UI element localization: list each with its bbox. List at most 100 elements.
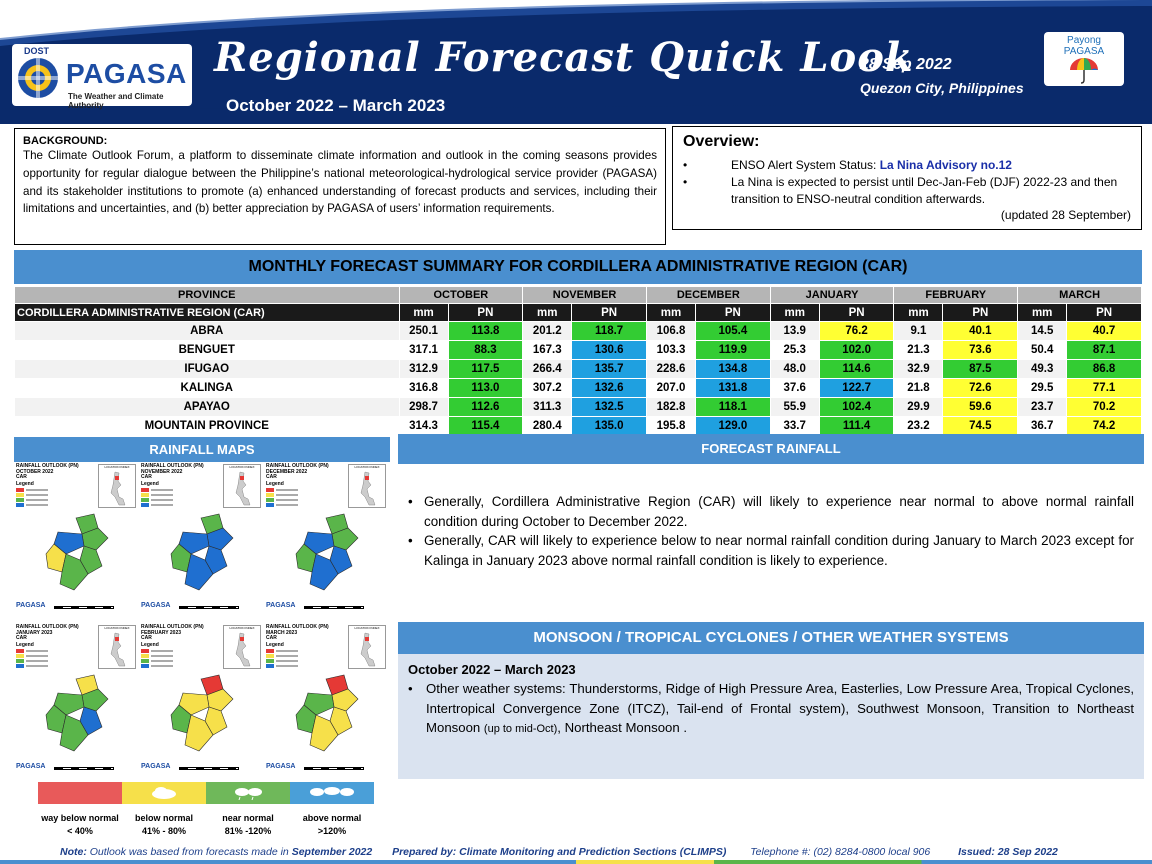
province-shape <box>53 531 85 555</box>
percent-normal-cell: 73.6 <box>942 340 1019 360</box>
mm-header: mm <box>893 303 944 322</box>
province-shape <box>309 553 339 591</box>
percent-normal-cell: 105.4 <box>695 321 771 341</box>
pagasa-tagline: The Weather and Climate Authority <box>68 92 164 110</box>
region-map <box>45 513 109 591</box>
percent-normal-cell: 87.5 <box>942 359 1019 379</box>
percent-normal-cell: 72.6 <box>942 378 1019 398</box>
map-title-outlook: RAINFALL OUTLOOK (PN) <box>16 624 79 630</box>
map-scale-bar <box>54 767 114 770</box>
rainfall-mm-cell: 103.3 <box>645 340 697 360</box>
payong-label: Payong <box>1067 35 1101 46</box>
map-title-region: CAR <box>16 474 27 480</box>
mm-header: mm <box>645 303 697 322</box>
map-legend-entry <box>141 488 173 492</box>
map-pagasa-logo: PAGASA <box>16 602 46 609</box>
rainfall-mm-cell: 307.2 <box>522 378 573 398</box>
rainfall-mm-cell: 29.5 <box>1017 378 1068 398</box>
location-index-label: LOCATION INDEX <box>229 626 255 630</box>
rainfall-mm-cell: 55.9 <box>769 397 820 417</box>
rainfall-map-thumbnail: RAINFALL OUTLOOK (PN) FEBRUARY 2023 CAR Leg… <box>139 623 263 781</box>
lanina-text: La Nina is expected to persist until Dec… <box>731 175 1118 206</box>
percent-normal-cell: 113.0 <box>447 378 524 398</box>
pagasa-logo: DOST PAGASA The Weather and Climate Auth… <box>12 44 192 110</box>
percent-normal-cell: 112.6 <box>447 397 524 417</box>
location-index-label: LOCATION INDEX <box>354 465 380 469</box>
province-shape <box>59 714 89 752</box>
category-label: below normal 41% - 80% <box>118 812 210 838</box>
map-title-outlook: RAINFALL OUTLOOK (PN) <box>16 463 79 469</box>
map-title: RAINFALL OUTLOOK (PN) FEBRUARY 2023 CAR <box>141 624 211 642</box>
table-row: BENGUET 317.1 88.3 167.3 130.6 103.3 119.9 25.3… <box>14 340 1142 360</box>
percent-normal-cell: 130.6 <box>571 340 647 360</box>
rainfall-mm-cell: 33.7 <box>769 416 820 436</box>
category-name: way below normal <box>41 813 119 823</box>
map-title: RAINFALL OUTLOOK (PN) MARCH 2023 CAR <box>266 624 336 642</box>
payong-pagasa-logo: Payong PAGASA <box>1044 32 1124 86</box>
rain-cloud-icon <box>235 788 262 800</box>
percent-normal-cell: 135.7 <box>571 359 647 379</box>
percent-normal-cell: 76.2 <box>818 321 895 341</box>
bullet-icon: • <box>408 533 413 548</box>
percent-normal-cell: 118.1 <box>695 397 771 417</box>
map-legend-entry <box>141 659 173 663</box>
monsoon-systems-text: Other weather systems: Thunderstorms, Ri… <box>426 681 1134 735</box>
province-shape <box>59 553 89 591</box>
map-legend-entry <box>141 498 173 502</box>
province-shape <box>53 692 85 716</box>
province-shape <box>204 545 228 575</box>
map-legend-entry <box>266 659 298 663</box>
rainfall-mm-cell: 29.9 <box>893 397 944 417</box>
map-title-month: DECEMBER 2022 <box>266 468 308 475</box>
location-index-inset: LOCATION INDEX <box>348 625 386 669</box>
percent-normal-cell: 135.0 <box>571 416 647 436</box>
map-legend-entry <box>16 498 48 502</box>
philippines-inset-map <box>235 632 251 667</box>
background-panel: BACKGROUND: The Climate Outlook Forum, a… <box>14 128 666 245</box>
percent-normal-cell: 134.8 <box>695 359 771 379</box>
pn-header: PN <box>942 303 1019 322</box>
map-title-region: CAR <box>16 635 27 641</box>
forecast-table: PROVINCE OCTOBER NOVEMBER DECEMBER JANUARY FE… <box>14 286 1142 436</box>
rainfall-mm-cell: 314.3 <box>398 416 449 436</box>
map-scale-bar <box>179 767 239 770</box>
pn-header: PN <box>447 303 524 322</box>
map-title-outlook: RAINFALL OUTLOOK (PN) <box>141 463 204 469</box>
category-name: below normal <box>134 813 193 823</box>
region-map <box>45 674 109 752</box>
footer: Note: Outlook was based from forecasts m… <box>60 846 1058 858</box>
province-name: MOUNTAIN PROVINCE <box>14 416 400 436</box>
province-name: IFUGAO <box>14 359 400 379</box>
map-legend: Legend <box>266 482 298 508</box>
table-row: KALINGA 316.8 113.0 307.2 132.6 207.0 131.8 37.… <box>14 378 1142 398</box>
province-shape <box>329 706 353 736</box>
bullet-icon: • <box>408 681 413 696</box>
rainfall-mm-cell: 50.4 <box>1017 340 1068 360</box>
rainfall-mm-cell: 311.3 <box>522 397 573 417</box>
map-legend-entry <box>266 493 298 497</box>
rainfall-mm-cell: 280.4 <box>522 416 573 436</box>
province-shape <box>204 706 228 736</box>
rainfall-mm-cell: 9.1 <box>893 321 944 341</box>
map-pagasa-logo: PAGASA <box>141 763 171 770</box>
rainfall-map-thumbnail: RAINFALL OUTLOOK (PN) NOVEMBER 2022 CAR Leg… <box>139 462 263 620</box>
monsoon-systems-end: , Northeast Monsoon . <box>557 720 688 735</box>
rainfall-mm-cell: 266.4 <box>522 359 573 379</box>
percent-normal-cell: 122.7 <box>818 378 895 398</box>
province-shape <box>309 714 339 752</box>
map-legend-entry <box>16 654 48 658</box>
enso-status-item: • ENSO Alert System Status: La Nina Advi… <box>683 157 1131 174</box>
map-legend-entry <box>141 664 173 668</box>
enso-advisory-link[interactable]: La Nina Advisory no.12 <box>879 158 1012 172</box>
rainfall-mm-cell: 317.1 <box>398 340 449 360</box>
forecast-rainfall-header: FORECAST RAINFALL <box>398 434 1144 464</box>
header-banner: DOST PAGASA The Weather and Climate Auth… <box>0 0 1152 124</box>
province-shape <box>170 543 192 573</box>
province-shape <box>295 704 317 734</box>
rainfall-mm-cell: 182.8 <box>645 397 697 417</box>
province-shape <box>303 531 335 555</box>
rainfall-mm-cell: 23.7 <box>1017 397 1068 417</box>
overview-panel: Overview: • ENSO Alert System Status: La… <box>672 126 1142 230</box>
map-legend: Legend <box>141 482 173 508</box>
percent-normal-cell: 74.2 <box>1066 416 1142 436</box>
